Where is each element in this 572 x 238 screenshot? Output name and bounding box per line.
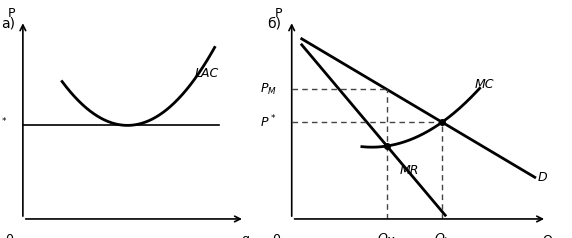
- Text: P: P: [275, 7, 283, 20]
- Text: P: P: [7, 7, 15, 20]
- Text: а): а): [1, 16, 15, 30]
- Text: $P^*$: $P^*$: [0, 117, 7, 134]
- Text: D: D: [537, 171, 547, 184]
- Text: $P^*$: $P^*$: [260, 114, 277, 130]
- Text: LAC: LAC: [195, 67, 219, 79]
- Text: 0: 0: [272, 233, 280, 238]
- Text: q: q: [241, 233, 249, 238]
- Text: $Q_M$: $Q_M$: [378, 232, 396, 238]
- Text: $P_M$: $P_M$: [260, 82, 277, 97]
- Text: MR: MR: [399, 164, 419, 177]
- Text: $Q_L$: $Q_L$: [434, 232, 450, 238]
- Text: Q: Q: [542, 233, 552, 238]
- Text: 0: 0: [5, 233, 13, 238]
- Text: б): б): [267, 16, 281, 30]
- Text: MC: MC: [475, 78, 494, 91]
